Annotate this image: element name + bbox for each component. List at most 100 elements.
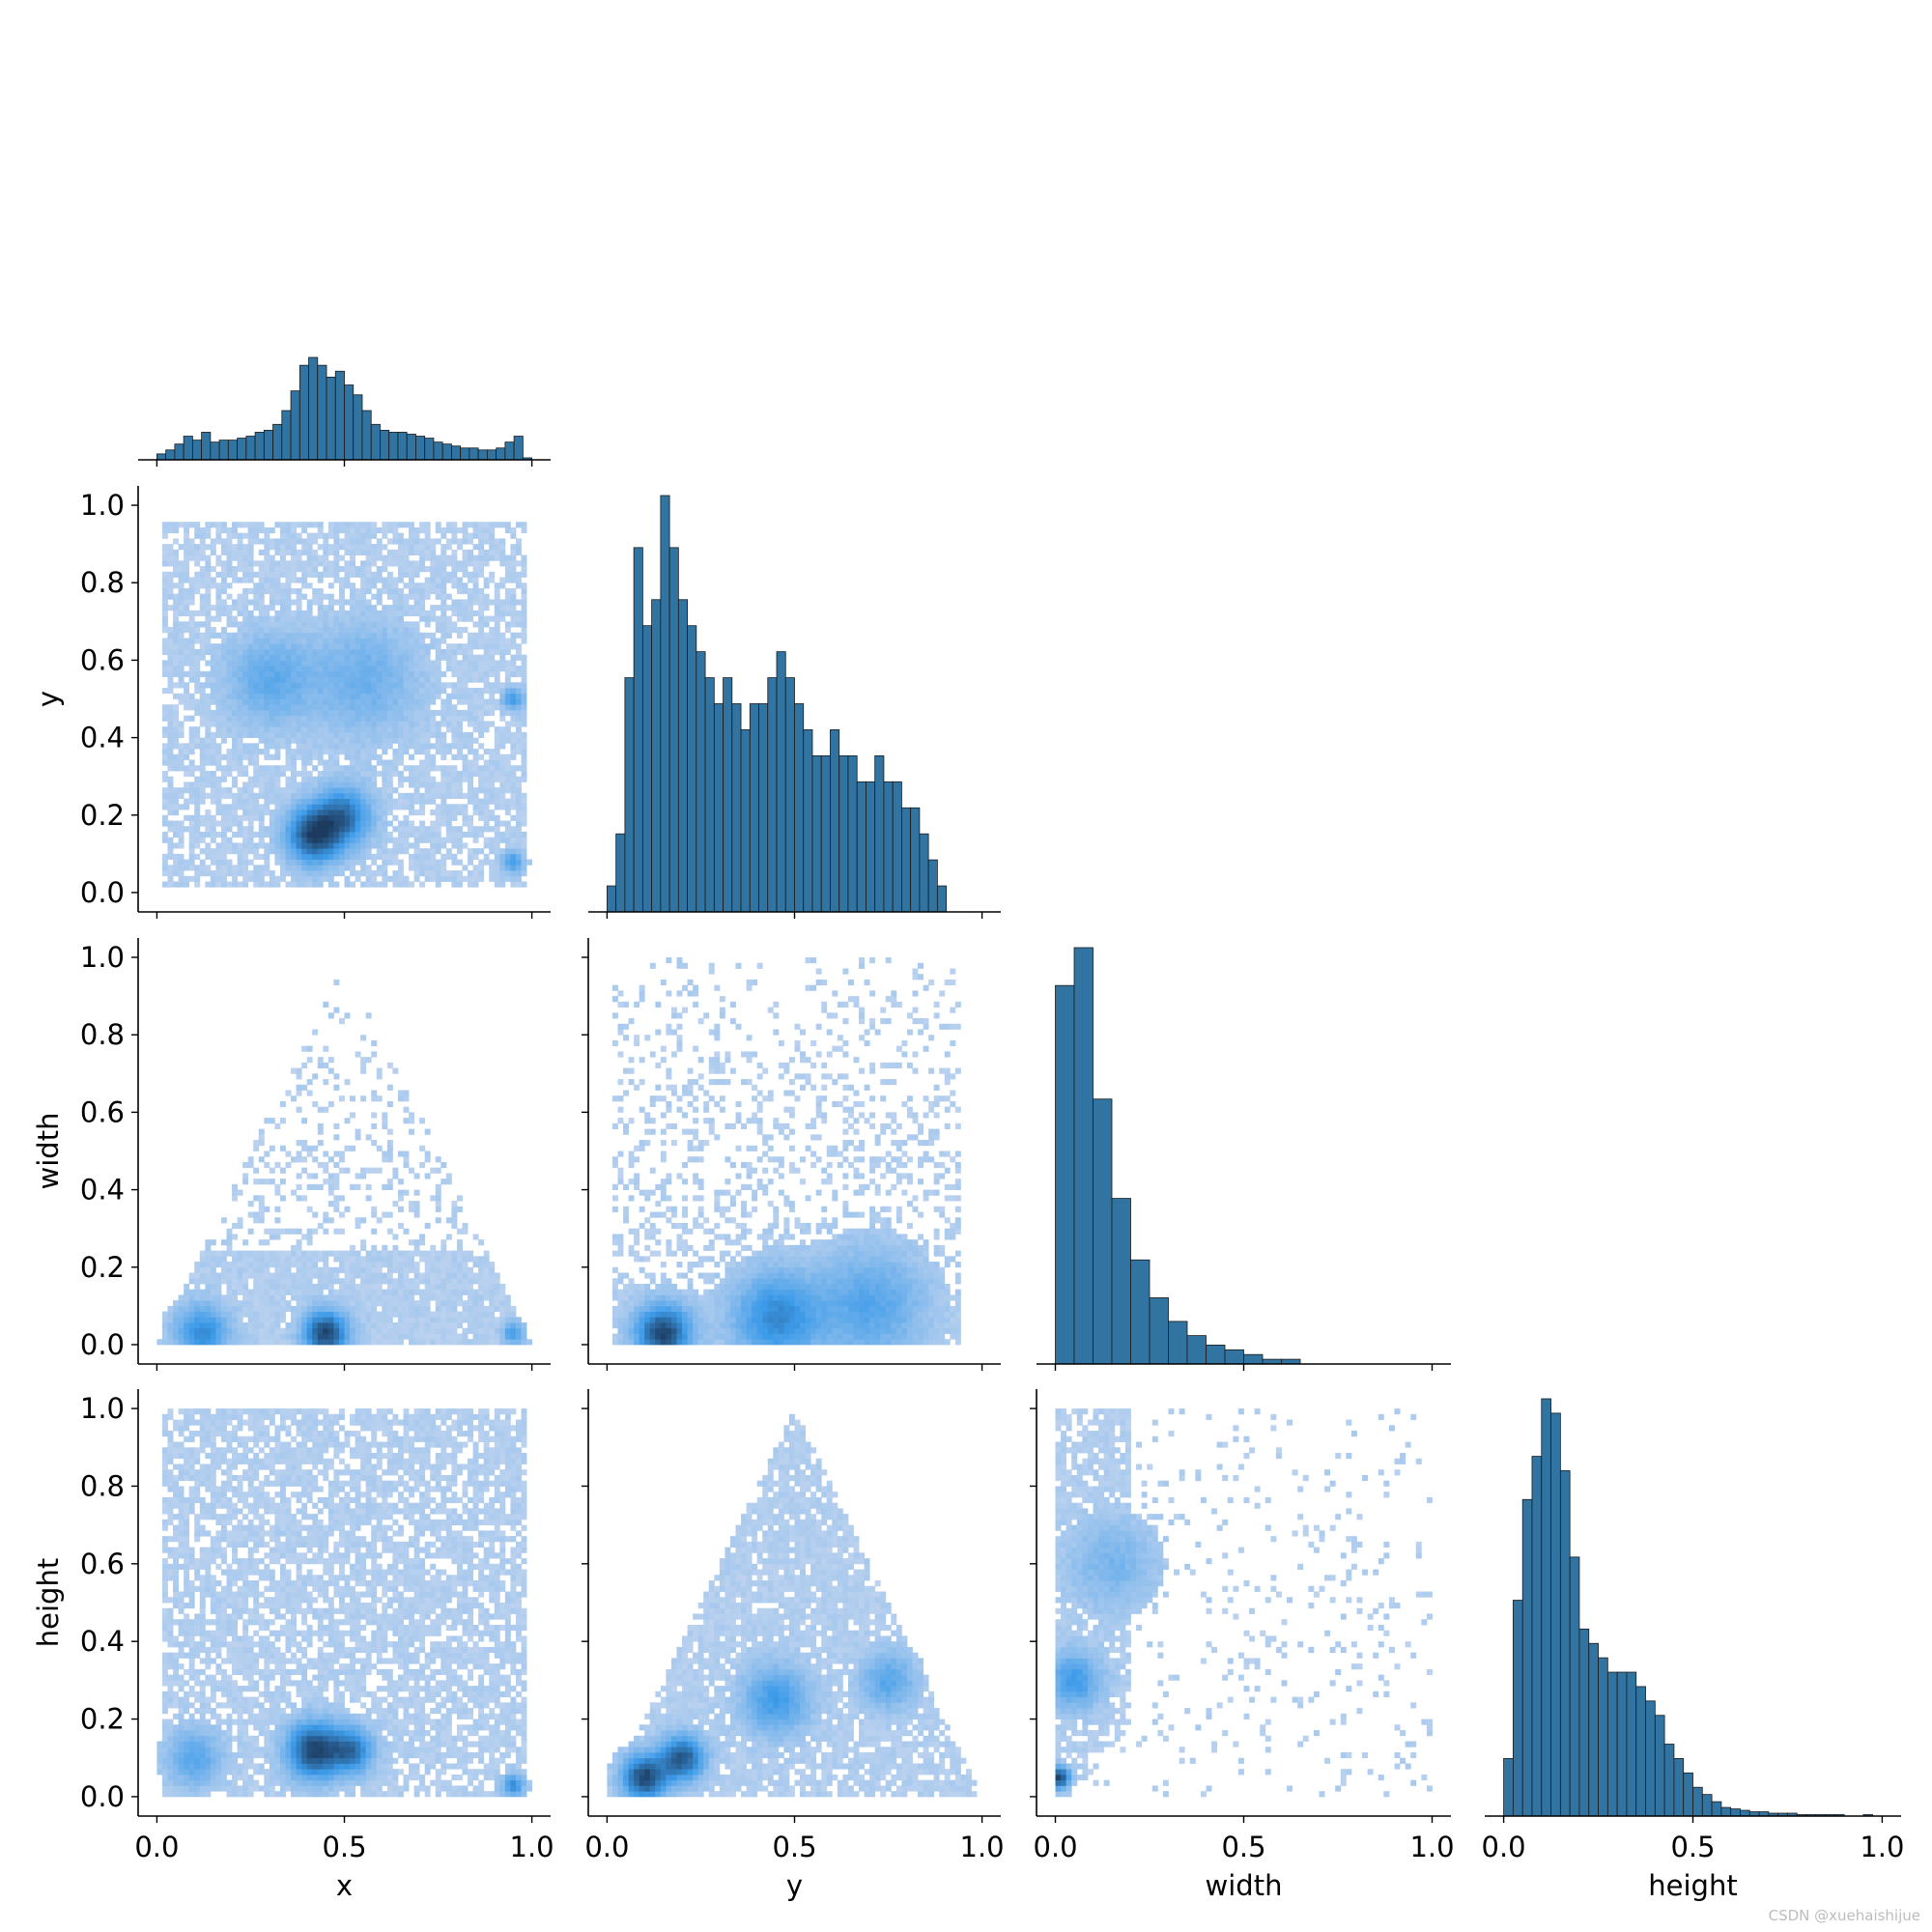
heatmap-cell — [419, 588, 425, 594]
heatmap-cell — [505, 522, 511, 527]
heatmap-cell — [173, 799, 179, 805]
heatmap-cell — [205, 522, 211, 527]
heatmap-cell — [297, 716, 302, 722]
heatmap-cell — [516, 804, 522, 810]
heatmap-cell — [232, 1339, 238, 1345]
heatmap-cell — [301, 621, 307, 627]
heatmap-cell — [200, 1306, 206, 1312]
heatmap-cell — [350, 870, 355, 876]
heatmap-cell — [270, 621, 275, 627]
heatmap-cell — [350, 605, 355, 611]
heatmap-cell — [274, 1273, 280, 1279]
heatmap-cell — [360, 671, 366, 677]
heatmap-cell — [430, 754, 436, 760]
heatmap-cell — [377, 660, 383, 666]
heatmap-cell — [345, 550, 351, 555]
heatmap-cell — [350, 793, 355, 799]
heatmap-cell — [232, 710, 238, 716]
heatmap-cell — [377, 815, 383, 821]
heatmap-cell — [387, 804, 393, 810]
heatmap-cell — [238, 1300, 243, 1306]
heatmap-cell — [409, 826, 414, 832]
heatmap-cell — [318, 1339, 324, 1345]
heatmap-cell — [495, 611, 500, 616]
heatmap-cell — [516, 621, 522, 627]
heatmap-cell — [366, 522, 372, 527]
heatmap-cell — [366, 716, 372, 722]
heatmap-cell — [366, 1134, 372, 1140]
heatmap-cell — [264, 1239, 270, 1245]
heatmap-cell — [280, 605, 286, 611]
heatmap-cell — [270, 1278, 275, 1284]
heatmap-cell — [505, 594, 511, 600]
heatmap-cell — [414, 1173, 420, 1179]
heatmap-cell — [312, 854, 318, 860]
heatmap-cell — [221, 710, 227, 716]
heatmap-cell — [451, 882, 457, 888]
heatmap-cell — [440, 1306, 446, 1312]
heatmap-cell — [366, 1057, 372, 1063]
heatmap-cell — [463, 682, 469, 688]
heatmap-cell — [522, 605, 527, 611]
histogram-bar — [487, 450, 496, 460]
heatmap-cell — [179, 694, 185, 699]
heatmap-cell — [227, 1339, 233, 1345]
heatmap-cell — [440, 621, 446, 627]
heatmap-cell — [274, 738, 280, 744]
heatmap-cell — [221, 582, 227, 588]
heatmap-cell — [248, 527, 254, 533]
heatmap-cell — [451, 666, 457, 671]
heatmap-cell — [194, 572, 200, 578]
heatmap-cell — [377, 1278, 383, 1284]
heatmap-cell — [280, 865, 286, 870]
heatmap-cell — [473, 671, 479, 677]
heatmap-cell — [489, 787, 495, 793]
heatmap-cell — [350, 1317, 355, 1322]
heatmap-cell — [468, 550, 473, 555]
heatmap-cell — [436, 781, 441, 787]
heatmap-cell — [242, 793, 248, 799]
heatmap-cell — [478, 732, 484, 738]
heatmap-cell — [200, 611, 206, 616]
heatmap-cell — [382, 694, 387, 699]
heatmap-cell — [242, 588, 248, 594]
heatmap-cell — [522, 760, 527, 766]
heatmap-cell — [286, 1290, 292, 1295]
heatmap-cell — [318, 832, 324, 838]
heatmap-cell — [238, 1290, 243, 1295]
heatmap-cell — [355, 1223, 361, 1229]
heatmap-cell — [301, 1322, 307, 1328]
heatmap-cell — [366, 848, 372, 854]
heatmap-cell — [259, 704, 265, 710]
heatmap-cell — [360, 1095, 366, 1101]
heatmap-cell — [510, 533, 516, 539]
heatmap-cell — [179, 1294, 185, 1300]
heatmap-cell — [392, 522, 398, 527]
heatmap-cell — [350, 1146, 355, 1151]
heatmap-cell — [404, 799, 410, 805]
heatmap-cell — [242, 544, 248, 550]
heatmap-cell — [162, 572, 168, 578]
heatmap-cell — [168, 1334, 174, 1340]
heatmap-cell — [179, 870, 185, 876]
heatmap-cell — [409, 726, 414, 732]
heatmap-cell — [387, 699, 393, 705]
heatmap-cell — [253, 870, 259, 876]
heatmap-cell — [242, 621, 248, 627]
heatmap-cell — [297, 810, 302, 815]
heatmap-cell — [238, 1262, 243, 1267]
heatmap-cell — [318, 848, 324, 854]
histogram-x — [138, 357, 551, 467]
heatmap-cell — [189, 704, 195, 710]
heatmap-cell — [345, 1256, 351, 1262]
heatmap-cell — [392, 726, 398, 732]
heatmap-cell — [371, 1123, 377, 1129]
heatmap-cell — [333, 1278, 339, 1284]
heatmap-cell — [371, 1312, 377, 1318]
heatmap-cell — [414, 838, 420, 843]
heatmap-cell — [179, 760, 185, 766]
heatmap-cell — [307, 704, 313, 710]
heatmap-cell — [404, 704, 410, 710]
heatmap-cell — [398, 655, 404, 661]
heatmap-cell — [510, 870, 516, 876]
